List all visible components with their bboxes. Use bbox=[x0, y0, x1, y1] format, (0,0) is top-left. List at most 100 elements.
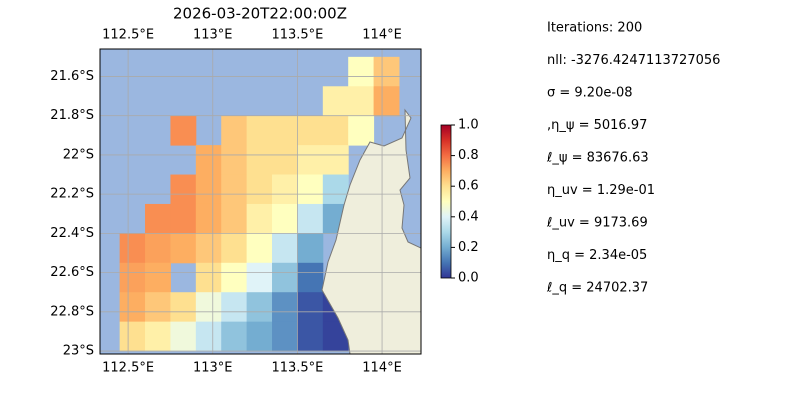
x-tick-label: 114°E bbox=[362, 361, 402, 376]
colorbar bbox=[440, 124, 452, 279]
field bbox=[119, 56, 400, 352]
field-cell bbox=[272, 115, 298, 146]
field-cell bbox=[297, 262, 324, 293]
y-tick-label: 22.6°S bbox=[50, 265, 94, 280]
x-tick-label-top: 113°E bbox=[193, 28, 233, 43]
field-cell bbox=[195, 233, 222, 264]
field-cell bbox=[221, 321, 248, 352]
y-tick-label: 22.4°S bbox=[50, 226, 94, 241]
colorbar-tick-label: 0.6 bbox=[458, 179, 479, 194]
field-cell bbox=[170, 233, 197, 264]
field-cell bbox=[221, 115, 248, 146]
annotation: Iterations: 200 bbox=[547, 21, 642, 36]
field-cell bbox=[221, 292, 248, 323]
coastline bbox=[321, 108, 421, 354]
field-cell bbox=[221, 233, 248, 264]
field-cell bbox=[322, 174, 349, 205]
field-cell bbox=[348, 56, 375, 87]
field-cell bbox=[170, 115, 197, 146]
field-cell bbox=[195, 174, 222, 205]
annotation: ℓ_q = 24702.37 bbox=[546, 281, 648, 296]
field-cell bbox=[221, 262, 248, 293]
field-cell bbox=[145, 321, 171, 352]
field-cell bbox=[119, 233, 146, 264]
field-cell bbox=[119, 321, 146, 352]
x-tick-label: 113.5°E bbox=[271, 361, 323, 376]
field-cell bbox=[246, 262, 273, 293]
field-cell bbox=[145, 292, 171, 323]
field-cell bbox=[195, 292, 222, 323]
land bbox=[321, 108, 421, 354]
field-cell bbox=[322, 86, 349, 117]
annotation: ,η_ψ = 5016.97 bbox=[547, 118, 647, 133]
field-cell bbox=[221, 174, 248, 205]
x-tick-label-top: 114°E bbox=[362, 28, 402, 43]
x-tick-label-top: 112.5°E bbox=[102, 28, 154, 43]
annotation: σ = 9.20e-08 bbox=[547, 86, 633, 101]
y-tick-label: 22.8°S bbox=[50, 304, 94, 319]
field-cell bbox=[297, 174, 324, 205]
field-cell bbox=[246, 292, 273, 323]
field-cell bbox=[272, 145, 298, 176]
field-cell bbox=[272, 321, 298, 352]
field-cell bbox=[170, 174, 197, 205]
y-tick-label: 22°S bbox=[63, 147, 94, 162]
y-tick-label: 21.8°S bbox=[50, 108, 94, 123]
field-cell bbox=[272, 233, 298, 264]
field-cell bbox=[272, 203, 298, 234]
colorbar-tick-label: 0.4 bbox=[458, 209, 479, 224]
field-cell bbox=[373, 56, 400, 87]
field-cell bbox=[195, 262, 222, 293]
annotation: ℓ_uv = 9173.69 bbox=[546, 216, 648, 231]
y-tick-label: 21.6°S bbox=[50, 69, 94, 84]
field-cell bbox=[297, 321, 324, 352]
field-cell bbox=[272, 174, 298, 205]
field-cell bbox=[246, 321, 273, 352]
y-tick-label: 23°S bbox=[63, 344, 94, 359]
gridlines bbox=[100, 49, 421, 354]
annotation: η_uv = 1.29e-01 bbox=[547, 183, 655, 198]
field-cell bbox=[145, 203, 171, 234]
annotation: ℓ_ψ = 83676.63 bbox=[546, 151, 649, 166]
colorbar-tick-label: 0.8 bbox=[458, 148, 479, 163]
field-cell bbox=[272, 292, 298, 323]
field-cell bbox=[272, 262, 298, 293]
colorbar-tick-label: 0.0 bbox=[458, 271, 479, 286]
field-cell bbox=[170, 292, 197, 323]
field-cell bbox=[348, 115, 375, 146]
map-frame bbox=[99, 48, 422, 355]
field-cell bbox=[246, 203, 273, 234]
field-cell bbox=[246, 115, 273, 146]
field-cell bbox=[119, 292, 146, 323]
field-cell bbox=[297, 233, 324, 264]
field-cell bbox=[348, 86, 375, 117]
field-cell bbox=[195, 145, 222, 176]
field-cell bbox=[373, 86, 400, 117]
field-cell bbox=[246, 174, 273, 205]
annotation: nll: -3276.4247113727056 bbox=[547, 53, 720, 68]
field-cell bbox=[322, 145, 349, 176]
field-cell bbox=[145, 233, 171, 264]
field-cell bbox=[246, 145, 273, 176]
field-cell bbox=[195, 203, 222, 234]
field-cell bbox=[145, 262, 171, 293]
field-cell bbox=[195, 321, 222, 352]
field-cell bbox=[119, 262, 146, 293]
field-cell bbox=[221, 203, 248, 234]
field-cell bbox=[297, 145, 324, 176]
chart-title: 2026-03-20T22:00:00Z bbox=[173, 5, 347, 23]
field-cell bbox=[322, 115, 349, 146]
field-cell bbox=[246, 233, 273, 264]
annotation: η_q = 2.34e-05 bbox=[547, 248, 647, 263]
x-tick-label: 112.5°E bbox=[102, 361, 154, 376]
x-tick-label: 113°E bbox=[193, 361, 233, 376]
colorbar-tick-label: 1.0 bbox=[458, 118, 479, 133]
field-cell bbox=[170, 321, 197, 352]
field-cell bbox=[297, 292, 324, 323]
x-tick-label-top: 113.5°E bbox=[271, 28, 323, 43]
colorbar-tick-label: 0.2 bbox=[458, 240, 479, 255]
field-cell bbox=[170, 203, 197, 234]
field-cell bbox=[297, 115, 324, 146]
field-cell bbox=[297, 203, 324, 234]
